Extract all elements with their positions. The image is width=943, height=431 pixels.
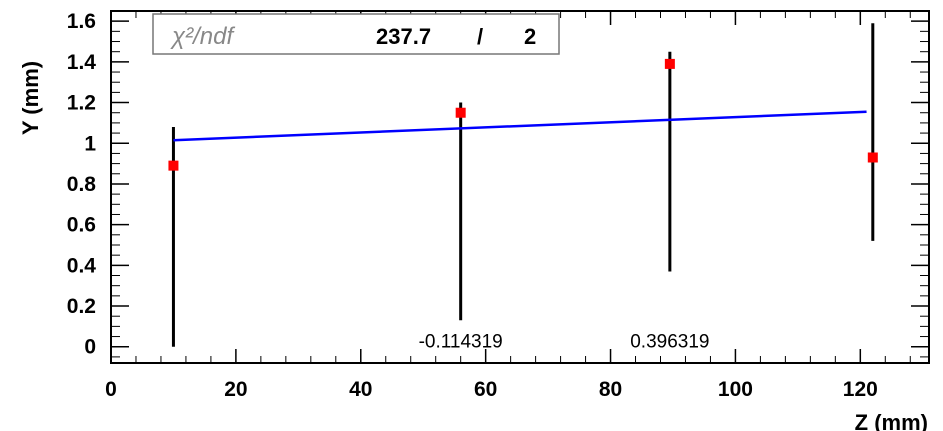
x-tick-label: 100 [718, 378, 753, 401]
fit-line-group [173, 110, 867, 142]
x-axis-title: Z (mm) [855, 410, 928, 431]
x-tick-label: 40 [349, 378, 372, 401]
data-points [168, 58, 878, 171]
data-point [168, 160, 179, 171]
stats-box-chi2-value: 237.7 [376, 24, 431, 49]
fit-line [173, 110, 867, 142]
y-tick-label: 1.4 [67, 51, 97, 74]
y-tick-label: 0.2 [67, 295, 96, 318]
x-tick-label: 80 [599, 378, 622, 401]
tick-labels: 0 20 40 60 80 100 120 0 0.2 0.4 0.6 0.8 1 1.2 1.4 1.6 [67, 10, 878, 401]
plot-frame [110, 10, 930, 364]
x-tick-label: 60 [474, 378, 497, 401]
y-tick-label: 0.6 [67, 214, 96, 237]
data-point [664, 58, 675, 69]
error-bars [171, 23, 875, 347]
y-tick-label: 1 [84, 132, 96, 155]
stats-box-label: χ²/ndf [170, 23, 235, 50]
stats-box: χ²/ndf 237.7 / 2 [152, 13, 560, 55]
y-tick-label: 0 [84, 336, 96, 359]
stats-box-separator: / [477, 24, 483, 49]
y-tick-label: 1.6 [67, 10, 96, 33]
data-point [455, 107, 466, 118]
x-tick-label: 20 [224, 378, 247, 401]
y-tick-label: 0.4 [67, 254, 97, 277]
data-point [867, 152, 878, 163]
y-axis-title: Y (mm) [18, 61, 43, 135]
stats-box-ndf-value: 2 [524, 24, 536, 49]
x-tick-label: 120 [843, 378, 878, 401]
x-tick-label: 0 [105, 378, 117, 401]
value-annotation: -0.114319 [419, 332, 503, 353]
value-annotation: 0.396319 [630, 332, 709, 353]
axis-ticks [110, 11, 929, 363]
stats-box-frame [152, 13, 560, 55]
y-tick-label: 0.8 [67, 173, 97, 196]
annotations: -0.114319 0.396319 [419, 332, 710, 353]
y-tick-label: 1.2 [67, 92, 96, 115]
